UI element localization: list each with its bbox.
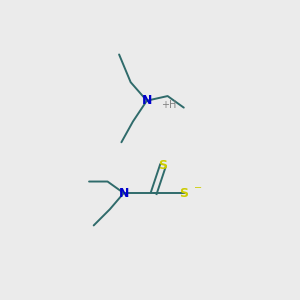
Text: S: S bbox=[179, 187, 188, 200]
Text: N: N bbox=[142, 94, 152, 107]
Text: +H: +H bbox=[161, 100, 176, 110]
Text: S: S bbox=[158, 159, 167, 172]
Text: −: − bbox=[194, 183, 202, 193]
Text: N: N bbox=[118, 187, 129, 200]
